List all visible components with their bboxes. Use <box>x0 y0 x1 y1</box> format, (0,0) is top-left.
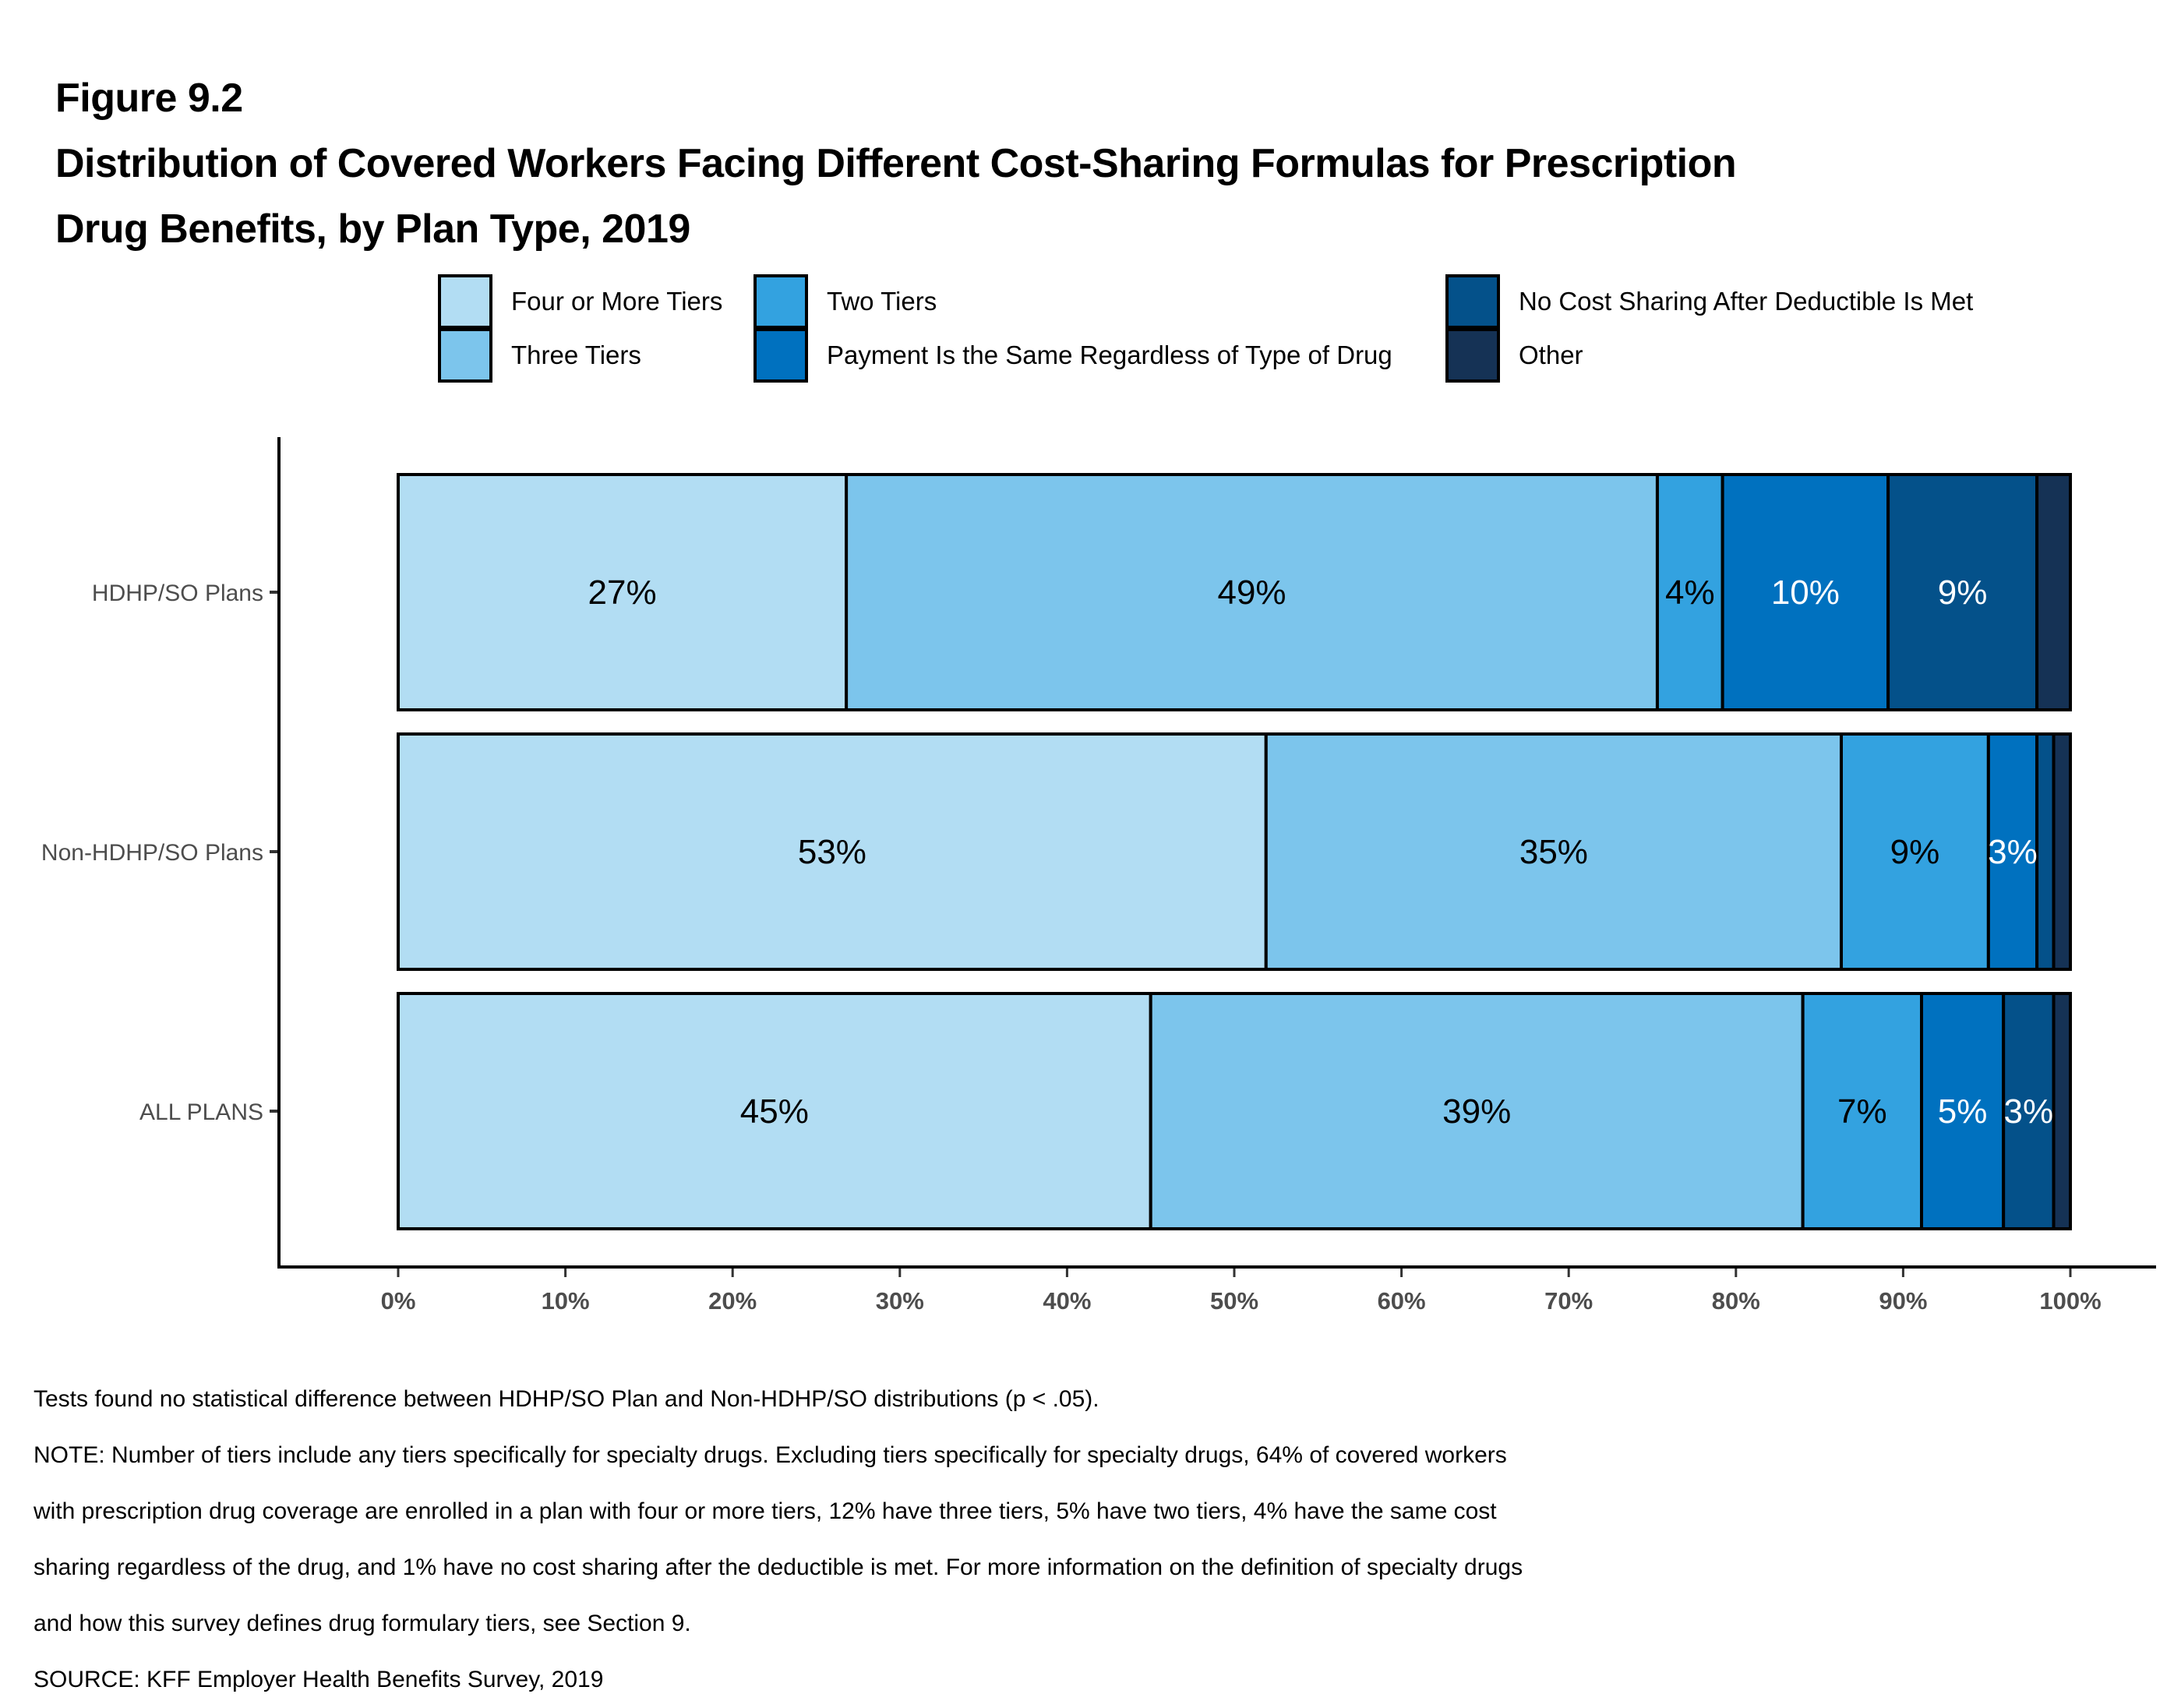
bar-segment-0-0 <box>397 473 849 711</box>
chart-title-line-2: Drug Benefits, by Plan Type, 2019 <box>55 206 690 252</box>
data-label: 9% <box>1938 573 1988 612</box>
bar-segment-0-3 <box>1720 473 1890 711</box>
legend-label: Four or More Tiers <box>511 286 723 316</box>
data-label: 53% <box>798 833 866 871</box>
x-tick-label: 90% <box>1879 1287 1927 1315</box>
legend-label: Other <box>1519 340 1583 369</box>
bar-segment-2-0 <box>397 992 1152 1230</box>
footnote-note-1: NOTE: Number of tiers include any tiers … <box>34 1442 1507 1468</box>
legend-item-two-tiers: Two Tiers <box>753 273 937 329</box>
legend-item-payment-same: Payment Is the Same Regardless of Type o… <box>753 327 1392 383</box>
bar-segment-1-1 <box>1264 732 1843 971</box>
data-label: 5% <box>1938 1092 1988 1131</box>
legend-item-other: Other <box>1445 327 1583 383</box>
x-tick-label: 10% <box>542 1287 590 1315</box>
data-label: 45% <box>740 1092 809 1131</box>
x-tick-label: 30% <box>876 1287 924 1315</box>
category-label: Non-HDHP/SO Plans <box>41 840 263 866</box>
legend-label: Payment Is the Same Regardless of Type o… <box>827 340 1392 369</box>
bar-labels-group: 27% 49% 4% 10% 9% 53% 35% 9% 3% 45% 39% 7% 5% 3% <box>588 573 2054 1131</box>
legend-label: Three Tiers <box>511 340 641 369</box>
bar-segment-0-5 <box>2035 473 2073 711</box>
category-label: ALL PLANS <box>139 1099 263 1125</box>
legend-item-four-or-more-tiers: Four or More Tiers <box>438 273 723 329</box>
footnote-source: SOURCE: KFF Employer Health Benefits Sur… <box>34 1667 604 1692</box>
data-label: 7% <box>1837 1092 1887 1131</box>
bar-segment-0-4 <box>1886 473 2039 711</box>
x-tick-label: 40% <box>1043 1287 1091 1315</box>
data-label: 39% <box>1442 1092 1511 1131</box>
data-label: 4% <box>1665 573 1715 612</box>
axes-group: HDHP/SO Plans Non-HDHP/SO Plans ALL PLANS 0… <box>41 437 2156 1315</box>
legend-swatch-three-tiers <box>438 327 492 383</box>
legend-label: No Cost Sharing After Deductible Is Met <box>1519 286 1974 316</box>
x-tick-label: 80% <box>1712 1287 1760 1315</box>
footnote-note-3: sharing regardless of the drug, and 1% h… <box>34 1554 1523 1580</box>
data-label: 3% <box>1988 833 2038 871</box>
figure-label: Figure 9.2 <box>55 76 243 121</box>
chart-title-line-1: Distribution of Covered Workers Facing D… <box>55 141 1737 186</box>
bar-segment-0-2 <box>1655 473 1724 711</box>
bar-segment-2-1 <box>1149 992 1805 1230</box>
footnote-note-4: and how this survey defines drug formula… <box>34 1611 691 1636</box>
category-label: HDHP/SO Plans <box>92 581 263 606</box>
legend-swatch-two-tiers <box>753 273 808 329</box>
bar-segment-1-5 <box>2052 732 2073 971</box>
data-label: 27% <box>588 573 657 612</box>
bar-segment-2-2 <box>1801 992 1924 1230</box>
legend-swatch-other <box>1445 327 1500 383</box>
bar-segment-1-2 <box>1839 732 1990 971</box>
footnotes: Tests found no statistical difference be… <box>34 1371 1523 1708</box>
data-label: 9% <box>1890 833 1940 871</box>
data-label: 35% <box>1519 833 1588 871</box>
data-label: 3% <box>2004 1092 2054 1131</box>
bar-segment-2-5 <box>2052 992 2073 1230</box>
bar-segment-1-0 <box>397 732 1268 971</box>
legend-swatch-four-or-more-tiers <box>438 273 492 329</box>
legend-swatch-payment-same <box>753 327 808 383</box>
x-tick-label: 0% <box>381 1287 416 1315</box>
x-tick-label: 100% <box>2039 1287 2101 1315</box>
bars-group <box>397 473 2073 1230</box>
x-tick-label: 70% <box>1544 1287 1593 1315</box>
data-label: 49% <box>1217 573 1286 612</box>
legend-item-no-cost-sharing: No Cost Sharing After Deductible Is Met <box>1445 273 1974 329</box>
bar-segment-1-4 <box>2035 732 2056 971</box>
x-tick-label: 50% <box>1210 1287 1258 1315</box>
bar-segment-0-1 <box>845 473 1659 711</box>
legend-label: Two Tiers <box>827 286 937 316</box>
x-tick-label: 60% <box>1378 1287 1426 1315</box>
x-tick-label: 20% <box>708 1287 757 1315</box>
footnote-stat-test: Tests found no statistical difference be… <box>34 1386 1099 1412</box>
title-block: Figure 9.2 Distribution of Covered Worke… <box>55 65 1737 262</box>
stacked-bar-chart: 27% 49% 4% 10% 9% 53% 35% 9% 3% 45% 39% 7% 5% 3% HDHP… <box>41 437 2156 1315</box>
data-label: 10% <box>1771 573 1840 612</box>
legend-item-three-tiers: Three Tiers <box>438 327 641 383</box>
legend-swatch-no-cost-sharing <box>1445 273 1500 329</box>
footnote-note-2: with prescription drug coverage are enro… <box>34 1498 1497 1524</box>
bar-segment-2-3 <box>1920 992 2006 1230</box>
